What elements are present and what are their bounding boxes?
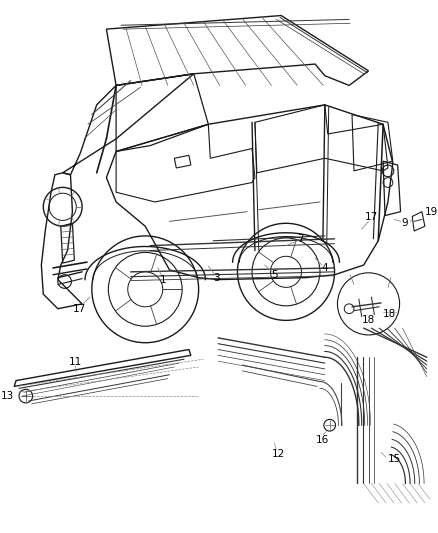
Text: 11: 11: [69, 357, 82, 367]
Text: 5: 5: [271, 270, 278, 280]
Text: 17: 17: [365, 213, 378, 222]
Text: 12: 12: [272, 449, 285, 459]
Text: 19: 19: [425, 207, 438, 216]
Text: 3: 3: [213, 273, 219, 282]
Text: 18: 18: [362, 316, 375, 325]
Text: 7: 7: [297, 234, 304, 244]
Text: 15: 15: [388, 454, 401, 464]
Text: 1: 1: [159, 274, 166, 285]
Text: 16: 16: [316, 435, 329, 445]
Text: 17: 17: [73, 304, 86, 314]
Text: 9: 9: [401, 219, 408, 228]
Text: 13: 13: [1, 391, 14, 401]
Text: 18: 18: [383, 309, 396, 319]
Text: 4: 4: [321, 263, 328, 273]
